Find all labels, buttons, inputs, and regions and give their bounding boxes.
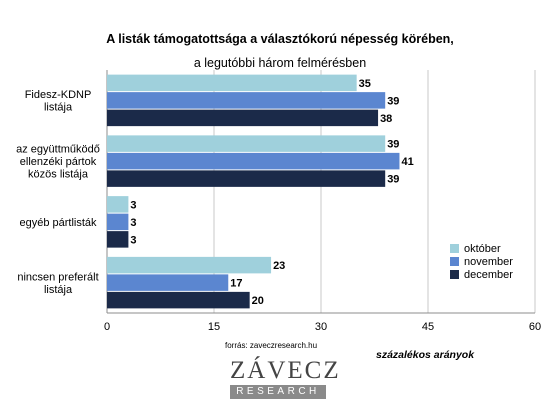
data-label: 23	[273, 260, 285, 272]
logo-subtext: RESEARCH	[230, 385, 326, 399]
category-label: listája	[44, 284, 73, 296]
data-label: 3	[130, 199, 136, 211]
chart-title: A listák támogatottsága a választókorú n…	[106, 32, 454, 46]
data-label: 39	[387, 139, 399, 151]
data-label: 39	[387, 95, 399, 107]
x-tick-label: 0	[104, 321, 110, 333]
data-label: 35	[359, 78, 371, 90]
bar	[107, 256, 272, 274]
legend-label: december	[464, 268, 513, 281]
category-label: ellenzéki pártok	[20, 156, 97, 168]
category-label: az együttműködő	[16, 144, 100, 156]
x-tick-label: 45	[422, 321, 434, 333]
legend-label: október	[464, 242, 501, 255]
bar	[107, 152, 400, 170]
category-label: közös listája	[28, 169, 89, 181]
category-label: listája	[44, 102, 73, 114]
data-label: 3	[130, 217, 136, 229]
bar	[107, 274, 229, 291]
bar	[107, 74, 357, 92]
source-note: forrás: zaveczresearch.hu	[225, 341, 318, 350]
legend-item: december	[450, 268, 513, 281]
category-label: egyéb pártlisták	[19, 217, 97, 229]
bar	[107, 170, 386, 187]
data-label: 20	[252, 295, 264, 307]
bar	[107, 231, 129, 248]
chart-subtitle: a legutóbbi három felmérésben	[193, 56, 367, 70]
bar	[107, 213, 129, 231]
x-tick-label: 60	[529, 321, 541, 333]
x-tick-label: 30	[315, 321, 327, 333]
chart-legend: október november december	[450, 242, 513, 281]
category-label: Fidesz-KDNP	[25, 89, 92, 101]
legend-swatch	[450, 270, 459, 279]
bar	[107, 196, 129, 213]
legend-swatch	[450, 244, 459, 253]
data-label: 38	[380, 113, 392, 125]
x-axis-label: százalékos arányok	[376, 349, 475, 361]
category-label: nincsen preferált	[17, 271, 98, 283]
bar	[107, 135, 386, 152]
legend-swatch	[450, 257, 459, 266]
data-label: 17	[230, 278, 242, 290]
bar	[107, 291, 250, 309]
zavecz-research-logo: ZÁVECZ RESEARCH	[230, 357, 341, 407]
bar	[107, 109, 379, 127]
data-label: 3	[130, 234, 136, 246]
x-tick-label: 15	[208, 321, 220, 333]
logo-wordmark: ZÁVECZ	[230, 357, 341, 384]
legend-item: október	[450, 242, 513, 255]
legend-label: november	[464, 255, 513, 268]
data-label: 41	[401, 156, 413, 168]
bar	[107, 92, 386, 109]
legend-item: november	[450, 255, 513, 268]
data-label: 39	[387, 174, 399, 186]
